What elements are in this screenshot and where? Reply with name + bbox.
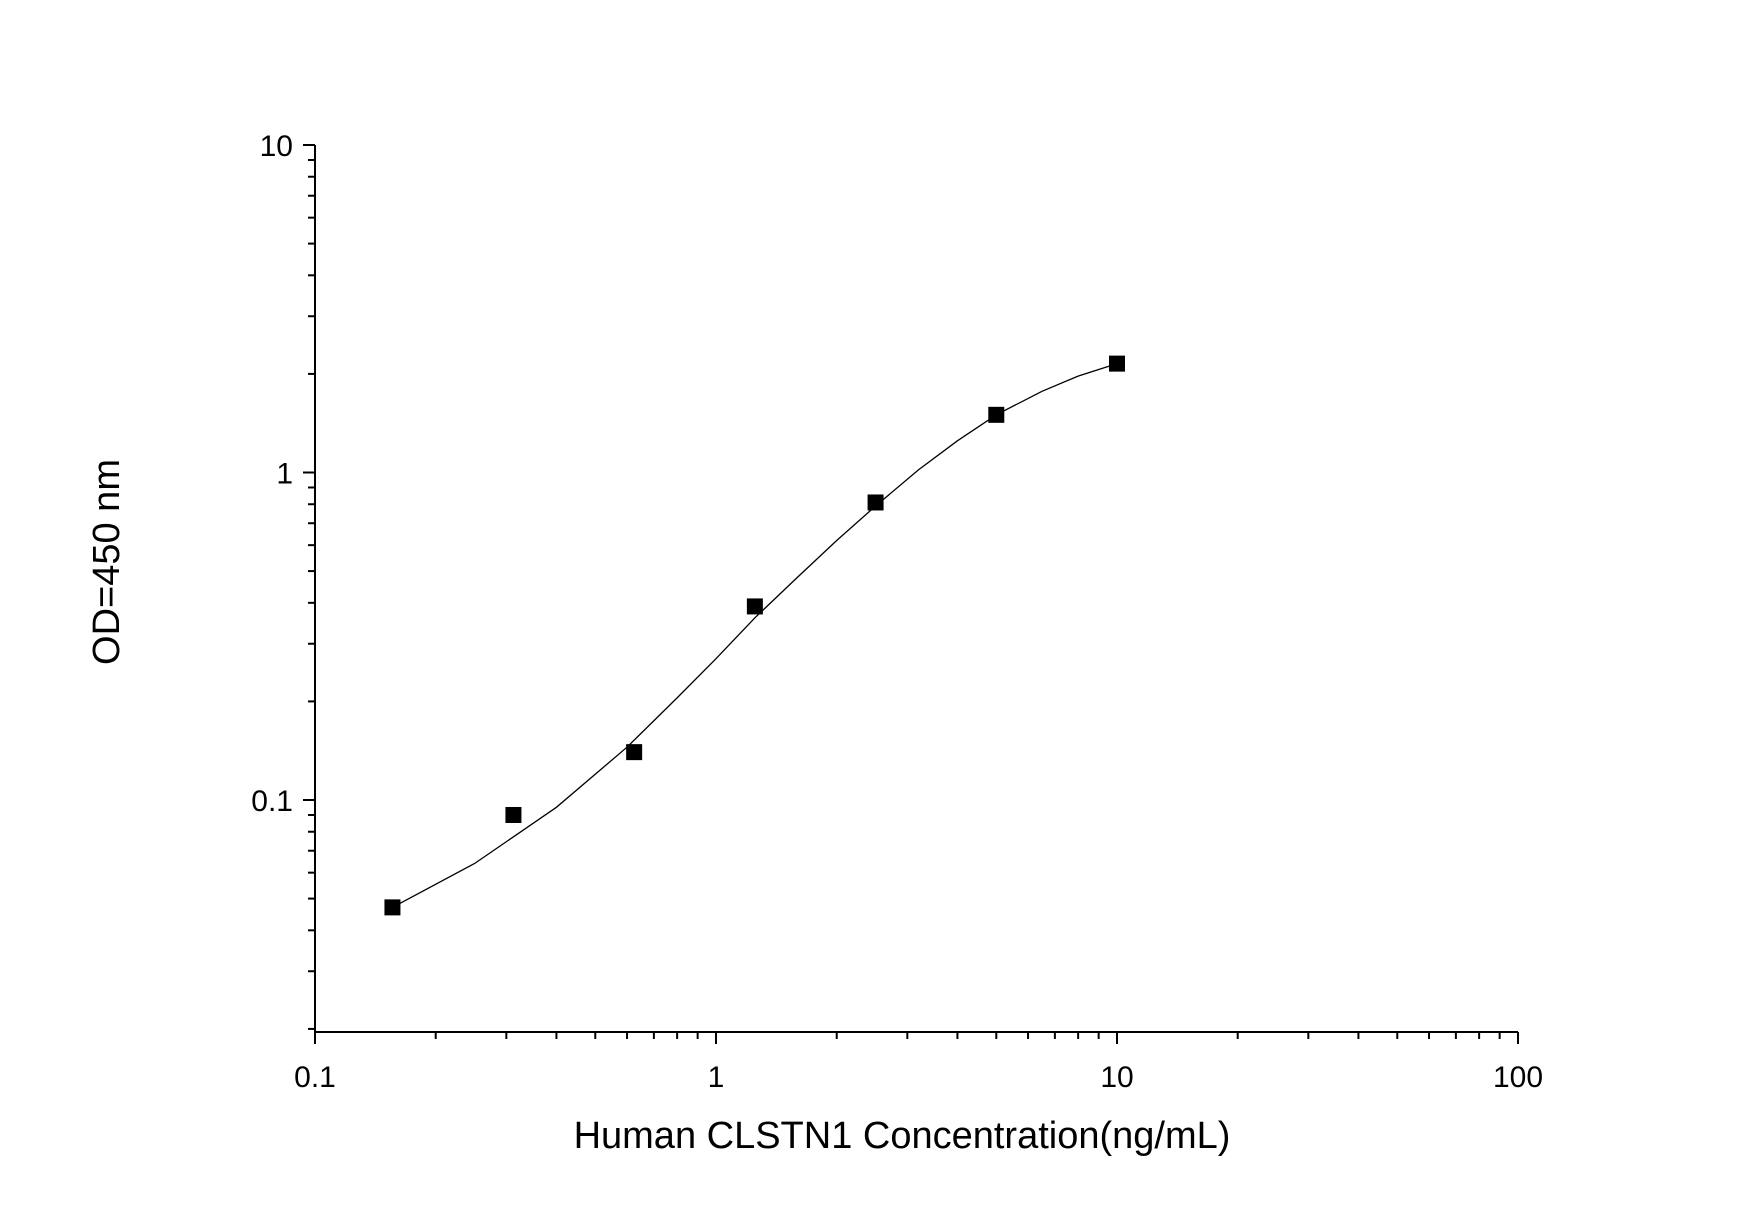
axes bbox=[314, 145, 1518, 1033]
ticks bbox=[303, 144, 1519, 1044]
data-points bbox=[384, 355, 1125, 916]
tick-labels: 0.1 1 10 100 0.1 1 10 bbox=[251, 130, 1543, 1094]
data-point bbox=[988, 406, 1005, 423]
y-tick-label: 1 bbox=[276, 458, 293, 491]
data-point bbox=[384, 899, 401, 916]
x-axis-title: Human CLSTN1 Concentration(ng/mL) bbox=[574, 1115, 1231, 1157]
y-axis-title: OD=450 nm bbox=[86, 459, 128, 665]
x-tick-label: 0.1 bbox=[294, 1061, 336, 1094]
data-point bbox=[626, 744, 643, 761]
data-point bbox=[867, 494, 884, 511]
x-tick-label: 10 bbox=[1100, 1061, 1133, 1094]
data-point bbox=[505, 806, 522, 823]
data-point bbox=[1109, 355, 1125, 372]
data-point bbox=[746, 598, 763, 615]
x-tick-label: 100 bbox=[1493, 1061, 1543, 1094]
fit-curve bbox=[392, 362, 1118, 908]
y-tick-label: 0.1 bbox=[251, 785, 293, 818]
x-tick-label: 1 bbox=[708, 1061, 725, 1094]
fit-curve-group bbox=[392, 362, 1118, 908]
y-tick-label: 10 bbox=[260, 130, 293, 163]
